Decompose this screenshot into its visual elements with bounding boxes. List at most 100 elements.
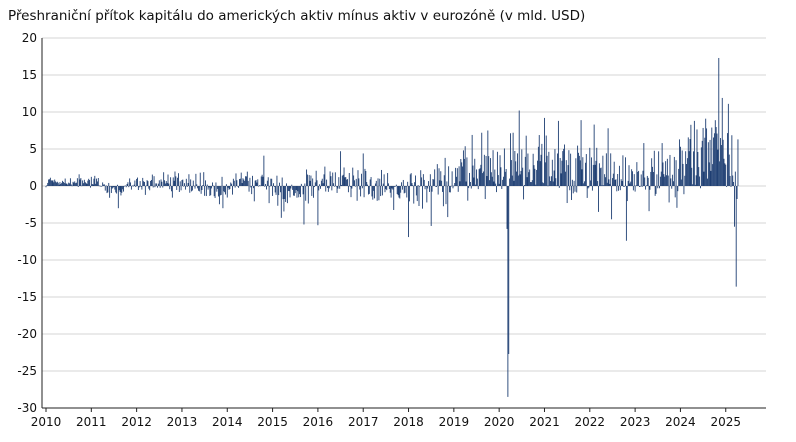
- bar: [400, 186, 402, 193]
- bar: [312, 178, 314, 186]
- bar: [66, 183, 68, 186]
- bar: [380, 186, 382, 197]
- bar: [624, 186, 626, 187]
- bar: [722, 139, 724, 186]
- bar: [436, 164, 438, 186]
- bar: [733, 181, 735, 186]
- bar: [82, 180, 84, 186]
- bar: [677, 186, 679, 192]
- bar: [367, 186, 369, 195]
- bar: [313, 186, 315, 188]
- bar: [83, 183, 84, 186]
- bar: [323, 174, 325, 186]
- bar: [646, 175, 648, 186]
- bar: [435, 186, 436, 187]
- bar: [375, 180, 377, 186]
- bar: [376, 186, 378, 201]
- bar: [176, 186, 178, 190]
- bar: [496, 151, 498, 186]
- bar: [390, 186, 392, 198]
- bar: [354, 186, 356, 187]
- bar: [572, 186, 574, 194]
- bar: [327, 186, 329, 192]
- bar: [645, 186, 647, 190]
- bar: [50, 180, 52, 186]
- bar: [728, 154, 730, 186]
- bar: [529, 169, 531, 186]
- bar: [281, 177, 283, 186]
- bar: [541, 143, 543, 186]
- bar: [547, 185, 549, 187]
- bar: [702, 127, 704, 186]
- bar: [580, 120, 582, 186]
- bar: [707, 142, 709, 186]
- bar: [666, 158, 668, 186]
- bar: [564, 171, 566, 186]
- y-tick-label: 10: [22, 105, 37, 119]
- bar: [373, 186, 375, 191]
- bar: [696, 129, 698, 186]
- x-tick-label: 2011: [76, 415, 107, 429]
- bar: [509, 178, 511, 186]
- bar: [70, 184, 72, 186]
- bar: [126, 183, 128, 186]
- bar: [407, 181, 409, 186]
- bar: [567, 165, 569, 186]
- bar: [132, 186, 134, 187]
- bar: [110, 186, 112, 193]
- bar: [382, 183, 384, 186]
- bar: [585, 154, 587, 186]
- bar: [175, 176, 177, 186]
- bar: [431, 186, 433, 192]
- bar: [505, 169, 507, 186]
- bar: [412, 185, 414, 186]
- bar: [201, 186, 203, 190]
- bar: [621, 181, 623, 186]
- bar: [116, 186, 118, 194]
- bar: [413, 186, 415, 204]
- bar: [625, 186, 627, 241]
- bar: [411, 183, 413, 186]
- bar: [145, 185, 147, 187]
- bar: [180, 186, 182, 191]
- bar: [78, 174, 80, 186]
- bar: [652, 166, 653, 186]
- y-tick-label: -15: [17, 290, 37, 304]
- bar: [395, 186, 396, 187]
- bar: [485, 155, 487, 186]
- bar: [319, 184, 321, 186]
- bar: [215, 182, 217, 186]
- bar: [634, 186, 636, 192]
- bar: [532, 153, 534, 186]
- bar: [72, 181, 74, 186]
- bar: [398, 186, 400, 198]
- bar: [588, 186, 590, 188]
- bar: [290, 186, 292, 189]
- bar: [432, 179, 434, 186]
- bar: [164, 180, 165, 186]
- bar: [155, 183, 157, 186]
- bar: [550, 181, 552, 186]
- bar: [368, 186, 370, 194]
- bar: [249, 177, 251, 186]
- bar: [642, 170, 644, 186]
- bar: [601, 185, 603, 186]
- bar: [559, 157, 561, 186]
- bar: [422, 174, 424, 186]
- bar: [264, 186, 266, 187]
- bar: [633, 174, 635, 186]
- bar: [384, 186, 386, 193]
- bar: [387, 173, 389, 186]
- bar: [727, 103, 729, 186]
- bar: [499, 155, 501, 186]
- bar: [293, 186, 295, 196]
- bar: [317, 186, 319, 226]
- x-tick-label: 2021: [529, 415, 560, 429]
- bar: [63, 183, 65, 186]
- bar: [228, 186, 230, 190]
- bar: [327, 186, 328, 189]
- bar: [480, 164, 482, 186]
- bar: [392, 186, 394, 190]
- bar: [301, 185, 303, 187]
